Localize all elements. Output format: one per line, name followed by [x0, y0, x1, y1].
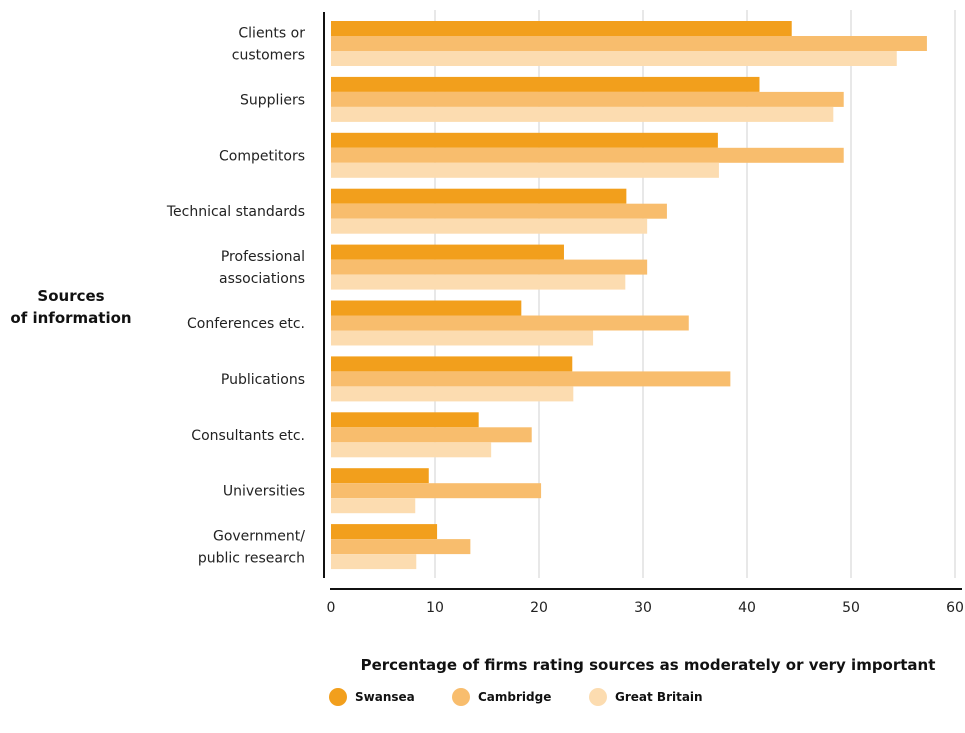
legend: Swansea Cambridge Great Britain [329, 688, 703, 706]
bar-swansea [331, 524, 438, 540]
category-labels: Clients or customers Suppliers Competitors T… [166, 26, 305, 567]
bar-great-britain [331, 442, 492, 458]
bar-swansea [331, 21, 792, 36]
category-label: Clients or customers [232, 26, 305, 64]
legend-marker [589, 688, 607, 706]
bar-cambridge [331, 315, 689, 331]
bar-cambridge [331, 539, 471, 555]
x-tick-labels: 0 10 20 30 40 50 60 [327, 600, 964, 616]
category-label: Publications [221, 372, 305, 388]
x-tick-label: 0 [327, 600, 336, 616]
bar-swansea [331, 76, 760, 92]
legend-marker [452, 688, 470, 706]
bar-cambridge [331, 427, 532, 443]
bar-swansea [331, 132, 718, 148]
category-label: Competitors [219, 148, 305, 164]
bar-swansea [331, 412, 479, 428]
bar-cambridge [331, 483, 542, 499]
legend-label: Cambridge [478, 690, 551, 704]
bar-great-britain [331, 554, 417, 570]
bar-great-britain [331, 330, 594, 346]
x-tick-label: 20 [530, 600, 548, 616]
bar-swansea [331, 300, 522, 316]
bar-cambridge [331, 203, 667, 219]
bar-cambridge [331, 371, 731, 387]
bar-great-britain [331, 498, 416, 514]
bar-great-britain [331, 51, 897, 66]
x-axis-label: Percentage of firms rating sources as mo… [361, 656, 936, 674]
bar-great-britain [331, 274, 626, 290]
bar-swansea [331, 356, 573, 372]
category-label: Consultants etc. [191, 428, 305, 444]
bar-cambridge [331, 259, 648, 275]
legend-label: Swansea [355, 690, 415, 704]
bar-cambridge [331, 91, 844, 107]
legend-label: Great Britain [615, 690, 703, 704]
y-axis-label: Sources of information [10, 287, 131, 327]
bar-cambridge [331, 147, 844, 163]
bar-swansea [331, 468, 429, 484]
category-label: Universities [223, 484, 305, 500]
x-tick-label: 30 [634, 600, 652, 616]
bar-cambridge [331, 36, 927, 51]
x-tick-label: 60 [946, 600, 964, 616]
legend-marker [329, 688, 347, 706]
bar-swansea [331, 244, 564, 260]
category-label: Government/public research [198, 529, 305, 567]
bar-great-britain [331, 218, 648, 234]
category-label: Technical standards [166, 204, 305, 220]
category-label: Conferences etc. [187, 316, 305, 332]
bar-swansea [331, 188, 627, 204]
category-label: Professional associations [219, 249, 305, 287]
bar-great-britain [331, 386, 574, 402]
bars [331, 21, 927, 570]
x-tick-label: 50 [842, 600, 860, 616]
bar-great-britain [331, 162, 719, 178]
x-tick-label: 40 [738, 600, 756, 616]
bar-great-britain [331, 106, 834, 122]
category-label: Suppliers [240, 92, 305, 108]
x-tick-label: 10 [426, 600, 444, 616]
